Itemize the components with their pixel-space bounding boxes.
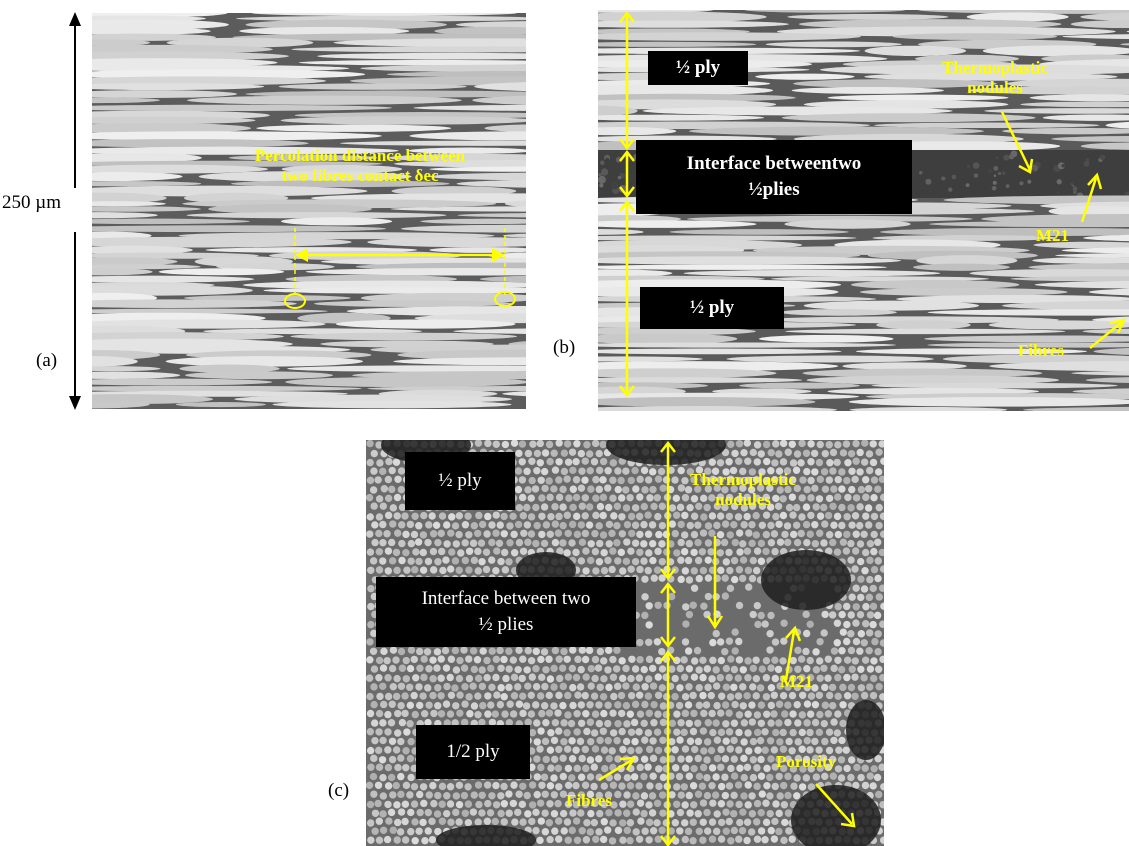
micrograph-a-image (92, 13, 526, 409)
panel-a-label: (a) (36, 350, 58, 371)
percolation-line-2: two fibres contact δec (281, 166, 439, 185)
half-ply-top-label: ½ ply (648, 51, 748, 85)
micrograph-a (92, 13, 526, 409)
percolation-distance-marker (284, 228, 516, 309)
thermoplastic-nodules-label-c: Thermoplastic nodules (668, 470, 818, 510)
panel-b-label: (b) (553, 337, 576, 358)
interface-line-2-c: ½ plies (478, 614, 534, 635)
interface-line-1-c: Interface between two (421, 588, 591, 609)
m21-label-b: M21 (1036, 226, 1070, 245)
interface-line-1: Interface betweentwo (686, 153, 862, 174)
interface-label: Interface betweentwo ½plies (636, 140, 912, 214)
thermoplastic-nodules-label-b: Thermoplastic nodules (920, 58, 1070, 98)
percolation-line-1: Percolation distance between (254, 146, 466, 165)
thermoplastic-line-1-c: Thermoplastic (690, 470, 796, 489)
percolation-annotation: Percolation distance between two fibres … (200, 146, 520, 186)
ply-thickness-arrows (619, 10, 1127, 398)
thermoplastic-line-2-c: nodules (715, 490, 771, 509)
panel-c-label: (c) (328, 780, 350, 801)
interface-label-c: Interface between two ½ plies (376, 577, 636, 647)
thermoplastic-line-2-b: nodules (967, 78, 1023, 97)
porosity-label-c: Porosity (776, 752, 837, 771)
m21-label-c: M21 (780, 672, 814, 691)
half-ply-bottom-label: ½ ply (640, 287, 784, 329)
scale-arrow (69, 12, 81, 410)
micrograph-b (598, 10, 1129, 411)
half-ply-bottom-label-c: 1/2 ply (416, 725, 530, 779)
scale-label: 250 µm (2, 192, 61, 213)
thermoplastic-line-1-b: Thermoplastic (942, 58, 1048, 77)
fibres-label-c: Fibres (566, 791, 612, 810)
ply-thickness-arrows-c (598, 440, 856, 846)
half-ply-top-label-c: ½ ply (405, 452, 515, 510)
interface-line-2: ½plies (748, 179, 800, 200)
fibres-label-b: Fibres (1018, 341, 1064, 360)
